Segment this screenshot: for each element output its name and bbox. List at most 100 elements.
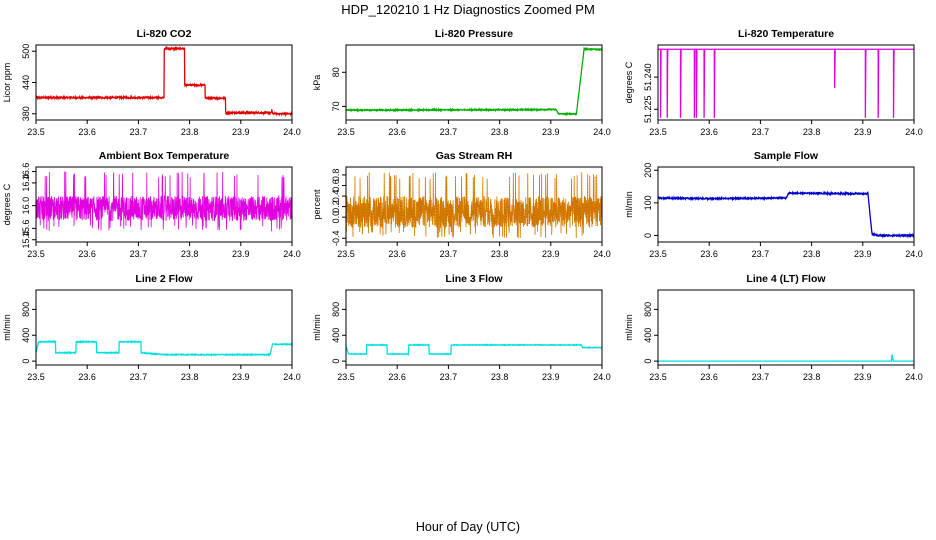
y-axis-label: ml/min [2,314,12,341]
panel-title: Gas Stream RH [436,150,512,162]
y-tick-label: 51.240 [643,63,653,91]
x-tick-label: 23.5 [649,372,667,382]
y-tick-label: 380 [21,106,31,121]
panel-title: Line 4 (LT) Flow [746,273,826,285]
y-axis-label: percent [312,189,322,220]
x-tick-label: 23.7 [130,372,148,382]
data-series [346,46,602,117]
x-tick-label: 23.8 [803,249,821,259]
x-tick-label: 23.8 [491,127,509,137]
x-tick-label: 23.7 [440,127,458,137]
panel-title: Li-820 Pressure [435,28,513,40]
x-tick-label: 23.6 [388,249,406,259]
y-axis-label: ml/min [624,314,634,341]
y-tick-label: 400 [331,328,341,343]
data-series [658,354,914,362]
y-axis-label: Licor ppm [2,63,12,103]
data-series [36,339,292,358]
x-tick-label: 23.9 [854,372,872,382]
x-tick-label: 23.6 [388,372,406,382]
plot-frame [657,166,915,243]
x-tick-label: 23.6 [700,249,718,259]
plot-frame [657,289,915,366]
panel-6: Sample Flow ml/min 23.5 23.6 23.7 23.8 23.9 24.… [624,150,923,259]
plot-frame [657,44,915,121]
plot-frame [35,166,293,243]
y-tick-label: -0.4 [331,231,341,247]
panel-title: Ambient Box Temperature [99,150,230,162]
panel-9: Line 4 (LT) Flow ml/min 23.5 23.6 23.7 23.8 23… [624,273,923,382]
x-tick-label: 23.7 [752,249,770,259]
panel-8: Line 3 Flow ml/min 23.5 23.6 23.7 23.8 23.9 24.… [312,273,611,382]
x-tick-label: 24.0 [905,372,923,382]
y-tick-label: 70 [331,101,341,111]
x-tick-label: 24.0 [593,249,611,259]
y-tick-label: 440 [21,75,31,90]
y-axis-label: ml/min [624,191,634,218]
y-axis-label: degrees C [2,183,12,225]
x-tick-label: 23.5 [337,372,355,382]
y-tick-label: 800 [331,302,341,317]
x-tick-label: 23.8 [803,127,821,137]
y-tick-label: 16.6 [21,163,31,181]
y-tick-label: 400 [643,328,653,343]
data-series [346,172,602,239]
y-tick-label: 51.225 [643,96,653,124]
x-tick-label: 23.6 [78,127,96,137]
panel-title: Li-820 Temperature [738,28,834,40]
y-tick-label: 16.4 [21,174,31,192]
panel-title: Line 3 Flow [445,273,503,285]
x-tick-label: 23.9 [232,249,250,259]
plot-frame [345,289,603,366]
y-tick-label: 0.0 [331,211,341,224]
y-tick-label: 0 [21,359,31,364]
x-tick-label: 23.9 [542,372,560,382]
panel-title: Line 2 Flow [135,273,193,285]
x-tick-label: 23.5 [649,249,667,259]
y-tick-label: 0 [643,359,653,364]
plot-frame [345,44,603,121]
x-tick-label: 23.8 [491,249,509,259]
x-tick-label: 23.6 [700,127,718,137]
y-tick-label: 80 [331,67,341,77]
y-tick-label: 0.8 [331,169,341,182]
x-tick-label: 24.0 [905,127,923,137]
y-tick-label: 0 [331,359,341,364]
y-tick-label: 800 [21,302,31,317]
x-tick-label: 23.9 [542,127,560,137]
y-tick-label: 500 [21,44,31,59]
x-tick-label: 23.9 [854,127,872,137]
panel-4: Ambient Box Temperature degrees C 23.5 23.6… [2,150,301,259]
panel-title: Li-820 CO2 [137,28,192,40]
y-axis-label: degrees C [624,61,634,103]
x-tick-label: 23.5 [27,127,45,137]
y-tick-label: 200 [643,163,653,178]
x-tick-label: 23.7 [752,372,770,382]
data-series [658,48,914,118]
x-tick-label: 23.9 [542,249,560,259]
y-tick-label: 16.0 [21,197,31,215]
y-tick-label: 400 [21,328,31,343]
x-tick-label: 24.0 [593,372,611,382]
x-tick-label: 23.8 [803,372,821,382]
panel-title: Sample Flow [754,150,819,162]
x-tick-label: 23.9 [854,249,872,259]
plot-frame [345,166,603,243]
x-tick-label: 23.9 [232,127,250,137]
x-tick-label: 24.0 [283,127,301,137]
panel-3: Li-820 Temperature degrees C 23.5 23.6 23.7 2… [624,28,923,137]
x-tick-label: 23.6 [78,249,96,259]
x-tick-label: 23.8 [491,372,509,382]
x-tick-label: 23.6 [78,372,96,382]
y-tick-label: 100 [643,195,653,210]
x-tick-label: 23.5 [27,372,45,382]
y-axis-label: ml/min [312,314,322,341]
y-tick-label: 0.4 [331,190,341,203]
x-tick-label: 23.7 [752,127,770,137]
x-tick-label: 23.5 [337,127,355,137]
x-tick-label: 24.0 [283,372,301,382]
figure-title: HDP_120210 1 Hz Diagnostics Zoomed PM [341,2,595,17]
x-tick-label: 24.0 [905,249,923,259]
data-series [36,45,292,117]
